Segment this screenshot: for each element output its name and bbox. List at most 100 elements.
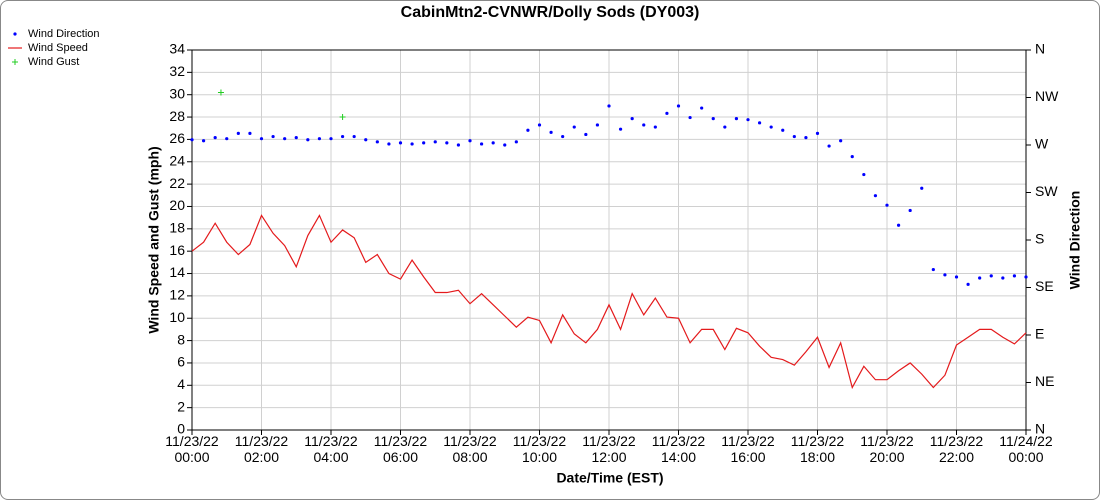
y-tick-label: 6	[177, 354, 185, 370]
legend-label: Wind Gust	[28, 56, 79, 68]
y2-axis-label: Wind Direction	[1067, 191, 1083, 290]
x-tick-label: 11/23/22 18:00	[790, 433, 845, 465]
y2-tick-label: SE	[1035, 278, 1054, 294]
y2-tick-label: NW	[1035, 88, 1059, 104]
y-tick-label: 20	[169, 197, 185, 213]
y-tick-label: 26	[169, 130, 185, 146]
direction-dot	[514, 140, 518, 144]
direction-dot	[387, 142, 391, 146]
legend-label: Wind Speed	[28, 42, 88, 54]
x-tick-label: 11/23/22 02:00	[234, 433, 289, 465]
y-tick-label: 34	[169, 41, 185, 57]
y2-tick-label: W	[1035, 136, 1049, 152]
y-tick-label: 10	[169, 309, 185, 325]
direction-dot	[340, 134, 345, 139]
direction-dot	[642, 123, 646, 127]
direction-dot	[908, 208, 912, 213]
y2-tick-label: E	[1035, 326, 1044, 342]
direction-dot	[201, 139, 206, 143]
direction-dot	[584, 132, 588, 137]
direction-dot	[966, 282, 970, 286]
chart-title: CabinMtn2-CVNWR/Dolly Sods (DY003)	[401, 4, 700, 21]
x-tick-label: 11/23/22 10:00	[512, 433, 567, 465]
x-tick-label: 11/23/22 08:00	[443, 433, 497, 465]
direction-dot	[503, 143, 507, 147]
direction-dot	[375, 140, 379, 144]
direction-dot	[931, 267, 935, 272]
y-tick-label: 30	[169, 85, 185, 101]
direction-dot	[398, 141, 403, 145]
direction-dot	[920, 186, 924, 190]
y-tick-label: 2	[177, 398, 185, 414]
legend-label: Wind Direction	[28, 28, 100, 40]
x-tick-label: 11/23/22 22:00	[929, 433, 984, 465]
x-axis-label: Date/Time (EST)	[556, 470, 663, 486]
x-tick-label: 11/23/22 06:00	[373, 433, 428, 465]
direction-dot	[561, 134, 565, 139]
direction-dot	[711, 117, 715, 121]
x-tick-label: 11/23/22 16:00	[721, 433, 775, 465]
y-tick-label: 22	[169, 175, 185, 191]
x-tick-label: 11/23/22 20:00	[860, 433, 914, 465]
direction-dot	[456, 143, 461, 147]
direction-dot	[410, 142, 414, 146]
x-tick-label: 11/23/22 14:00	[651, 433, 706, 465]
direction-dot	[329, 137, 333, 141]
gust-marker	[217, 89, 224, 96]
legend-swatch	[13, 32, 17, 36]
direction-dot	[433, 140, 437, 144]
plot-border	[191, 49, 1027, 431]
direction-dot	[896, 223, 901, 227]
y-tick-label: 18	[169, 220, 185, 236]
direction-dot	[248, 131, 252, 135]
y2-tick-label: SW	[1035, 183, 1058, 199]
x-tick-label: 11/23/22 12:00	[582, 433, 636, 465]
legend-swatch	[12, 59, 18, 65]
direction-dot	[989, 274, 993, 278]
direction-dot	[225, 137, 229, 141]
y-axis-label: Wind Speed and Gust (mph)	[146, 146, 162, 333]
y2-tick-label: NE	[1035, 373, 1054, 389]
direction-dot	[700, 106, 704, 110]
direction-dot	[723, 125, 727, 129]
direction-dot	[468, 139, 472, 143]
direction-dot	[294, 136, 298, 140]
direction-dot	[862, 172, 866, 177]
y-tick-label: 12	[169, 287, 185, 303]
direction-dot	[1001, 276, 1005, 280]
y-tick-label: 8	[177, 331, 185, 347]
direction-dot	[943, 273, 947, 277]
direction-dot	[479, 142, 484, 146]
direction-dot	[804, 136, 808, 140]
direction-dot	[792, 134, 796, 139]
direction-dot	[271, 134, 275, 139]
direction-dot	[653, 125, 657, 129]
y-tick-label: 16	[169, 242, 185, 258]
direction-dot	[537, 123, 542, 127]
direction-dot	[607, 104, 611, 108]
y-tick-label: 14	[169, 264, 185, 280]
y-tick-label: 32	[169, 63, 185, 79]
direction-dot	[978, 276, 982, 280]
x-tick-label: 11/23/22 04:00	[304, 433, 358, 465]
direction-dot	[815, 131, 820, 135]
gust-marker	[339, 114, 346, 121]
direction-dot	[676, 104, 681, 108]
direction-dot	[757, 121, 762, 125]
direction-dot	[190, 138, 194, 142]
direction-dot	[769, 125, 773, 129]
direction-dot	[850, 155, 854, 159]
direction-dot	[259, 137, 264, 141]
direction-dot	[839, 139, 843, 143]
direction-dot	[827, 144, 831, 148]
y-tick-label: 24	[169, 152, 185, 168]
direction-dot	[445, 141, 449, 145]
direction-dot	[213, 136, 217, 140]
direction-dot	[317, 137, 322, 141]
direction-dot	[781, 128, 785, 132]
direction-dot	[572, 125, 576, 129]
speed-line	[191, 214, 1027, 390]
direction-dot	[1024, 275, 1028, 279]
